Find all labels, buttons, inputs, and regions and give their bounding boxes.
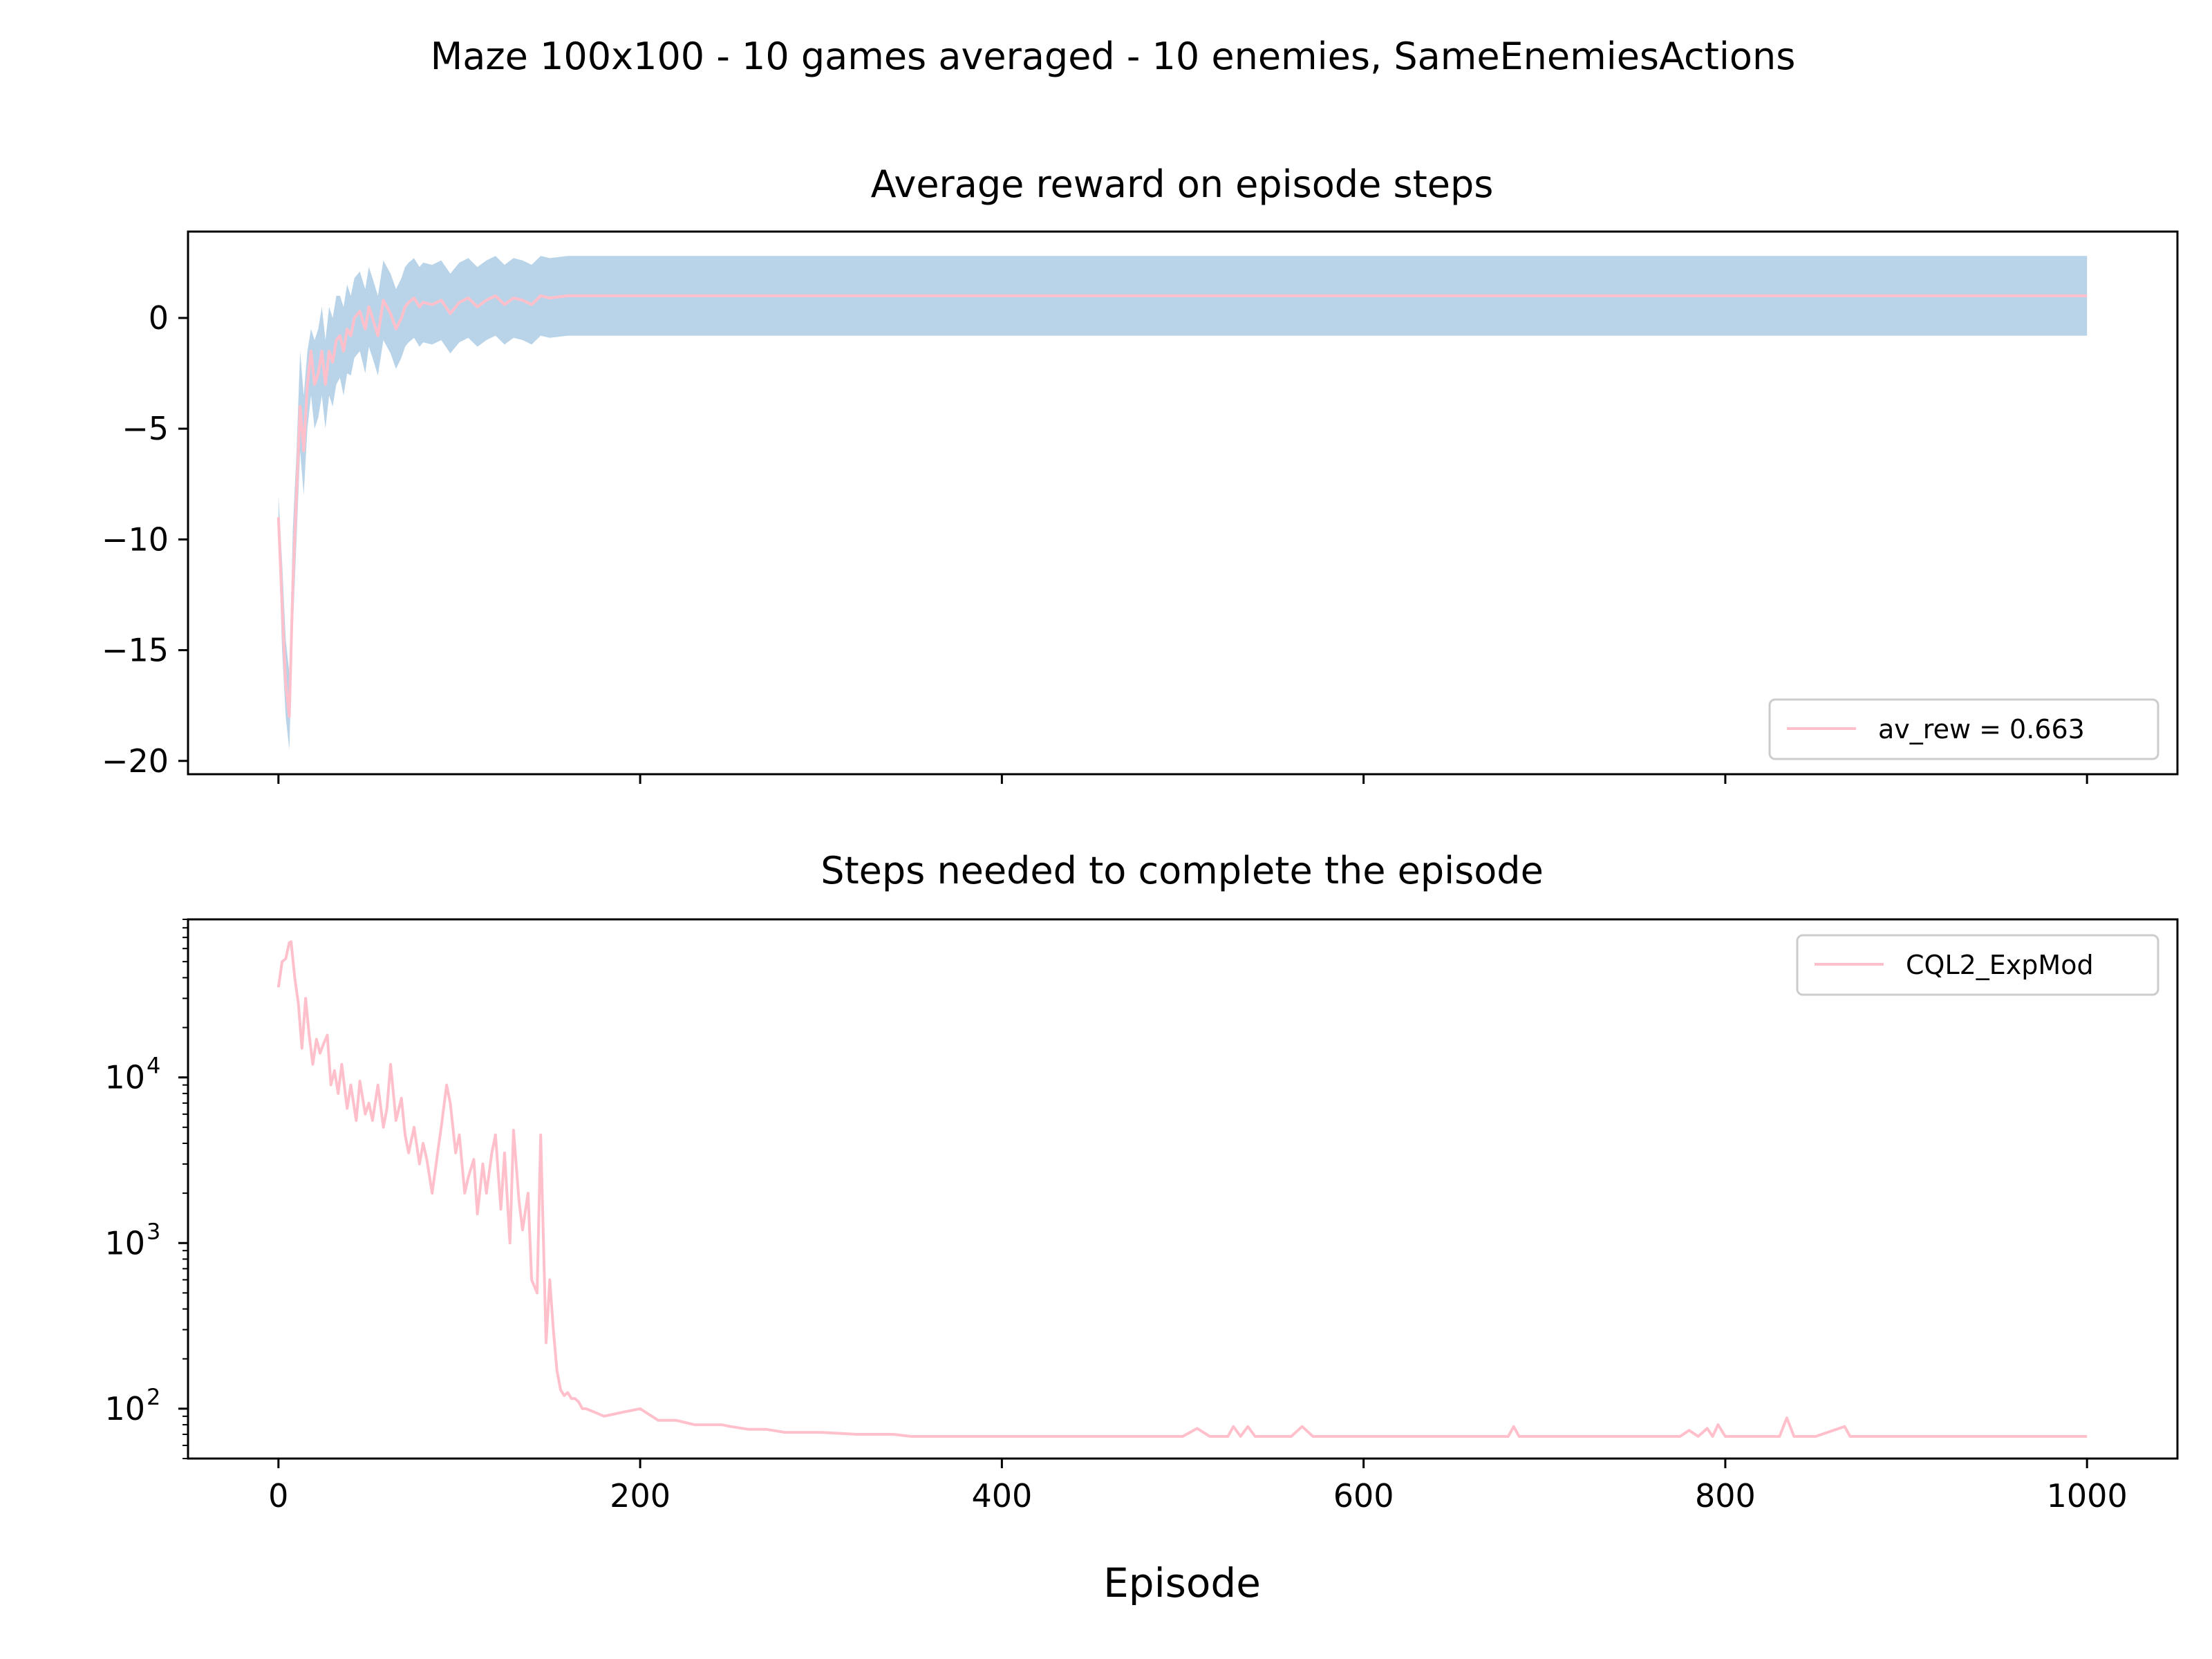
bottom-axes-frame	[187, 918, 2179, 1460]
bottom-x-tick-label: 400	[971, 1477, 1032, 1515]
x-axis-label: Episode	[1103, 1559, 1261, 1606]
bottom-y-tick-exponent: 2	[147, 1384, 160, 1410]
bottom-y-tick-label: 10	[104, 1390, 145, 1427]
bottom-y-tick-label: 10	[104, 1059, 145, 1096]
bottom-x-tick-label: 1000	[2047, 1477, 2128, 1515]
bottom-y-tick-exponent: 3	[147, 1218, 160, 1244]
bottom-legend-box	[1796, 934, 2159, 996]
bottom-y-tick-label: 10	[104, 1224, 145, 1262]
bottom-plot: Steps needed to complete the episode 10 2…	[104, 849, 2179, 1515]
bottom-x-tick-label: 600	[1333, 1477, 1394, 1515]
figure-suptitle: Maze 100x100 - 10 games averaged - 10 en…	[431, 35, 1796, 78]
top-legend: av_rew = 0.663	[1768, 698, 2159, 760]
top-y-tick-label: 0	[149, 299, 169, 337]
top-plot-title: Average reward on episode steps	[871, 162, 1494, 206]
bottom-legend: CQL2_ExpMod	[1796, 934, 2159, 996]
top-y-tick-label: −20	[102, 742, 169, 780]
steps-series-line	[276, 940, 2088, 1438]
bottom-y-tick-exponent: 4	[147, 1053, 160, 1079]
top-y-tick-label: −10	[102, 521, 169, 558]
bottom-legend-label: CQL2_ExpMod	[1906, 950, 2094, 980]
bottom-x-tick-label: 0	[268, 1477, 288, 1515]
top-plot: Average reward on episode steps 0 −5 −10 −1…	[102, 162, 2179, 784]
top-y-tick-label: −15	[102, 632, 169, 669]
top-axes-frame	[187, 230, 2179, 776]
bottom-plot-title: Steps needed to complete the episode	[821, 849, 1544, 892]
bottom-x-tick-label: 200	[610, 1477, 671, 1515]
top-y-tick-label: −5	[122, 410, 169, 447]
reward-series-line	[276, 294, 2088, 718]
top-plot-area	[276, 256, 2088, 750]
top-legend-box	[1768, 698, 2159, 760]
bottom-x-tick-label: 800	[1695, 1477, 1756, 1515]
top-legend-label: av_rew = 0.663	[1878, 714, 2085, 744]
bottom-axis-ticks: 10 210 310 40 200 400 600 800 1000	[104, 919, 2128, 1515]
bottom-plot-area	[276, 940, 2088, 1438]
top-axis-ticks: 0 −5 −10 −15 −20	[102, 299, 2088, 784]
reward-std-band	[278, 256, 2088, 750]
